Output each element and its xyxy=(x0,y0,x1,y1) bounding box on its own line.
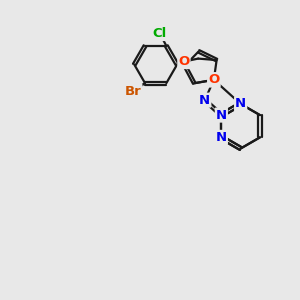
Text: N: N xyxy=(235,98,246,110)
Text: N: N xyxy=(199,94,210,107)
Text: O: O xyxy=(178,55,190,68)
Text: Br: Br xyxy=(125,85,142,98)
Text: O: O xyxy=(208,73,220,86)
Text: N: N xyxy=(208,73,219,86)
Text: Cl: Cl xyxy=(153,27,167,40)
Text: N: N xyxy=(216,131,227,144)
Text: N: N xyxy=(216,109,227,122)
